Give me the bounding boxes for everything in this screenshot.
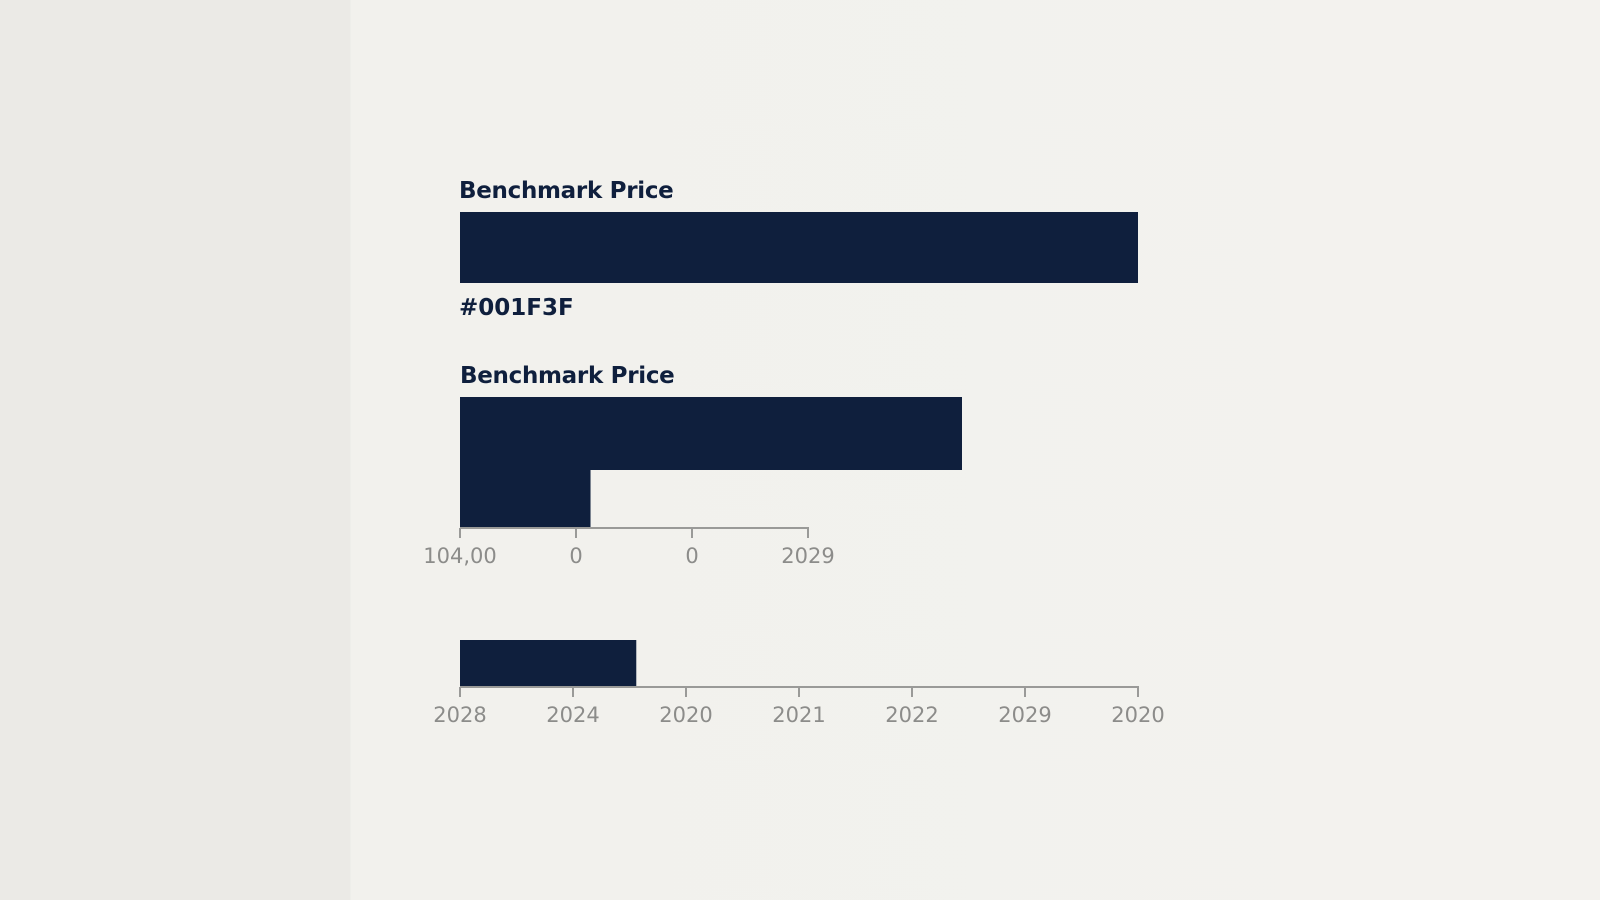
chart-3-x-tick-label-3: 2020	[659, 703, 712, 727]
chart-2-bar-2	[460, 470, 591, 528]
chart-1-title: Benchmark Price	[459, 178, 674, 204]
chart-3-x-tick-label-1: 2028	[433, 703, 486, 727]
chart-3-x-tick-label-7: 2020	[1111, 703, 1164, 727]
chart-3-x-tick-label-5: 2022	[885, 703, 938, 727]
chart-3-x-tick-label-2: 2024	[546, 703, 599, 727]
chart-1-bar-1	[460, 212, 1138, 283]
chart-2-x-tick-label-2: 0	[569, 544, 582, 568]
chart-3-x-tick-label-6: 2029	[998, 703, 1051, 727]
chart-2-x-tick-label-3: 0	[685, 544, 698, 568]
chart-2-x-tick-label-4: 2029	[781, 544, 834, 568]
chart-2-x-tick-label-1: 104,00	[423, 544, 496, 568]
color-hex-label: #001F3F	[459, 295, 574, 321]
chart-3-bar-1	[460, 640, 637, 686]
chart-2-bar-1	[460, 397, 962, 470]
chart-2-title: Benchmark Price	[460, 363, 675, 389]
chart-3-x-tick-label-4: 2021	[772, 703, 825, 727]
